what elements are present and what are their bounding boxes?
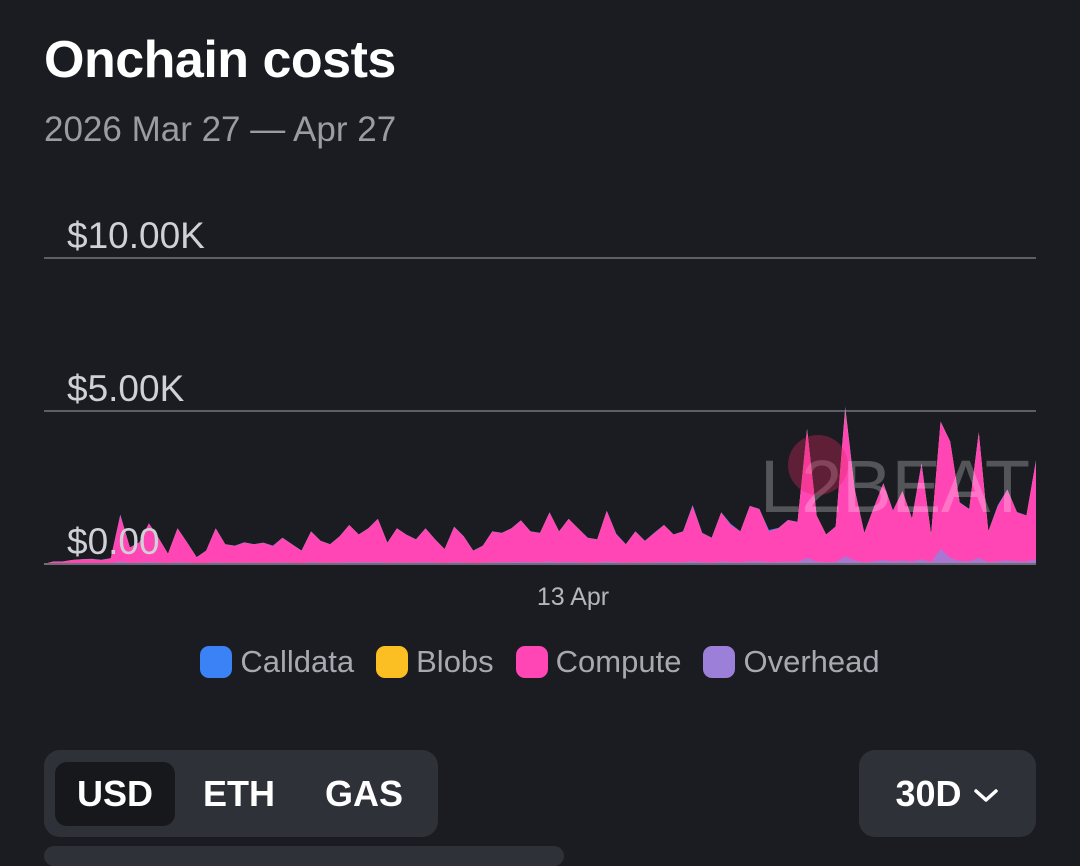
unit-toggle: USD ETH GAS [44, 750, 438, 837]
y-tick-label: $0.00 [67, 521, 160, 562]
legend-label: Overhead [743, 644, 880, 679]
x-tick-label: 13 Apr [537, 583, 609, 611]
chart-legend: Calldata Blobs Compute Overhead [0, 644, 1080, 680]
legend-swatch [515, 646, 548, 678]
bottom-panel-edge [44, 846, 564, 866]
watermark-heart-icon [788, 435, 848, 495]
legend-label: Blobs [416, 644, 494, 679]
watermark-logo: L2BEAT [760, 445, 1030, 528]
y-tick-label: $10.00K [67, 215, 205, 256]
legend-item-calldata[interactable]: Calldata [200, 644, 354, 680]
area-series-overhead [44, 548, 1036, 564]
legend-label: Calldata [240, 644, 355, 679]
legend-item-blobs[interactable]: Blobs [376, 644, 494, 680]
unit-option-eth[interactable]: ETH [203, 772, 276, 814]
area-series-compute [44, 409, 1036, 564]
range-label: 30D [895, 772, 962, 814]
legend-item-overhead[interactable]: Overhead [703, 644, 880, 680]
legend-swatch [376, 646, 409, 678]
legend-label: Compute [555, 644, 682, 679]
unit-option-gas[interactable]: GAS [325, 772, 404, 814]
page-title: Onchain costs [44, 31, 396, 89]
chevron-down-icon [972, 773, 1000, 815]
legend-swatch [200, 646, 233, 678]
date-range: 2026 Mar 27 — Apr 27 [44, 110, 397, 149]
y-tick-label: $5.00K [67, 368, 185, 409]
legend-item-compute[interactable]: Compute [515, 644, 682, 680]
range-select[interactable]: 30D [859, 750, 1036, 837]
legend-swatch [703, 646, 736, 678]
unit-option-usd[interactable]: USD [55, 761, 176, 826]
